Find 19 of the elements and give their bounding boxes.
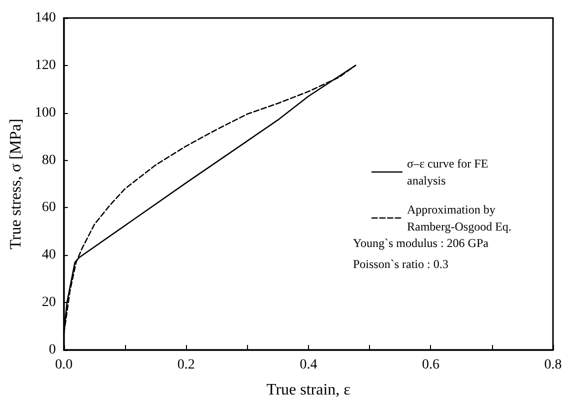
y-tick-label: 20	[42, 295, 56, 310]
legend-label: Approximation by Ramberg-Osgood Eq.	[407, 202, 512, 234]
annotation: Young`s modulus : 206 GPa	[353, 236, 490, 250]
x-axis-title: True strain, ε	[266, 382, 351, 398]
x-tick-label: 0.6	[422, 358, 440, 372]
y-tick-label: 60	[42, 200, 56, 216]
x-tick-label: 0.8	[544, 358, 562, 372]
y-tick-label: 140	[34, 10, 56, 26]
legend-label: σ–ε curve for FE analysis	[407, 156, 492, 188]
x-tick-label: 0.0	[55, 358, 73, 372]
y-tick-label: 120	[34, 58, 56, 73]
y-tick-label: 0	[48, 342, 56, 358]
y-tick-label: 80	[42, 152, 56, 168]
y-tick-label: 40	[42, 248, 56, 263]
y-axis-title: True stress, σ [MPa]	[8, 118, 24, 250]
x-tick-label: 0.4	[300, 358, 318, 372]
y-tick-label: 100	[34, 105, 56, 120]
x-tick-label: 0.2	[177, 358, 195, 372]
annotation: Poisson`s ratio : 0.3	[353, 257, 448, 271]
